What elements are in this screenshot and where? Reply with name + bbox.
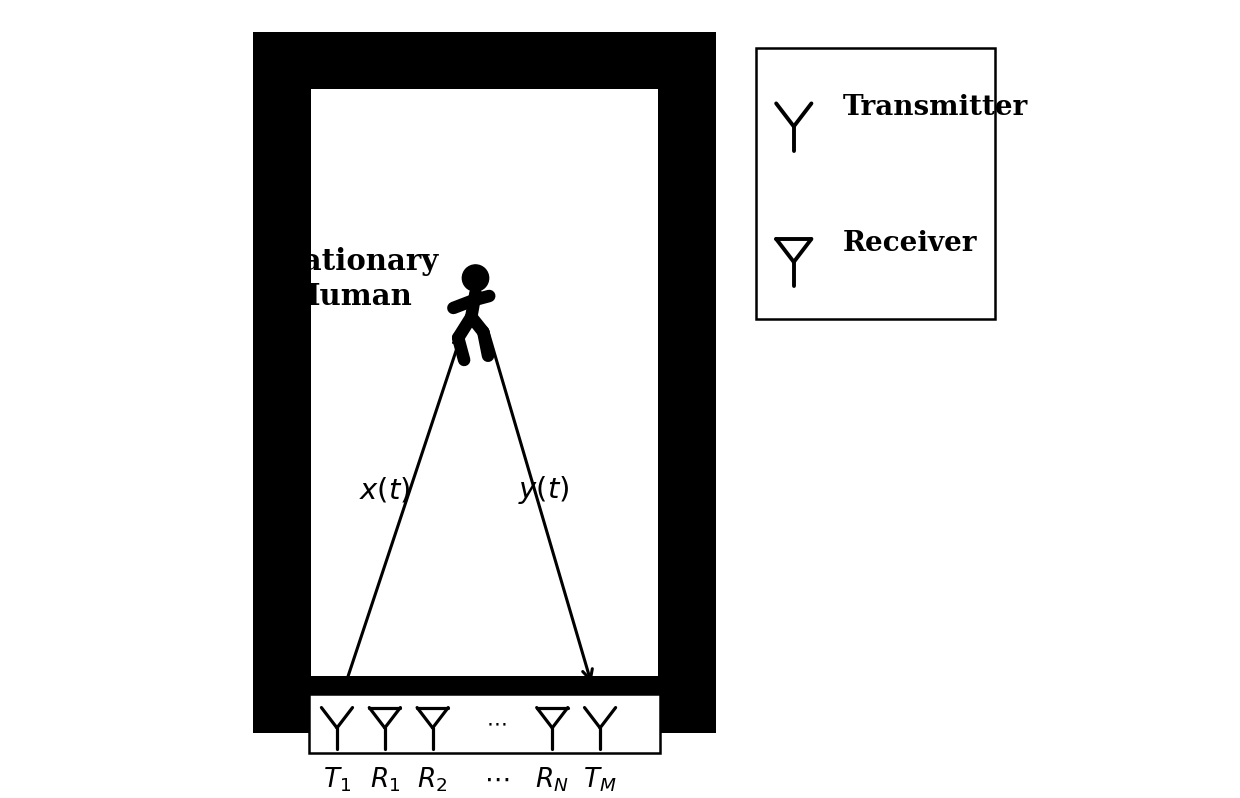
- Bar: [253, 32, 715, 733]
- Text: $T_1$: $T_1$: [322, 765, 351, 794]
- Text: $x(t)$: $x(t)$: [358, 476, 410, 505]
- Text: $y(t)$: $y(t)$: [518, 474, 570, 506]
- Text: Receiver: Receiver: [843, 230, 977, 256]
- Bar: [755, 48, 994, 319]
- Text: $T_M$: $T_M$: [583, 765, 616, 794]
- Text: $R_2$: $R_2$: [418, 765, 448, 794]
- Circle shape: [463, 265, 489, 291]
- Text: $\cdots$: $\cdots$: [486, 713, 507, 733]
- Text: $R_1$: $R_1$: [370, 765, 401, 794]
- Text: $\cdots$: $\cdots$: [484, 767, 510, 792]
- Bar: [309, 693, 660, 753]
- Bar: [311, 89, 658, 676]
- Text: $R_N$: $R_N$: [536, 765, 569, 794]
- Text: Stationary
Human: Stationary Human: [268, 247, 438, 311]
- Text: Transmitter: Transmitter: [843, 94, 1028, 121]
